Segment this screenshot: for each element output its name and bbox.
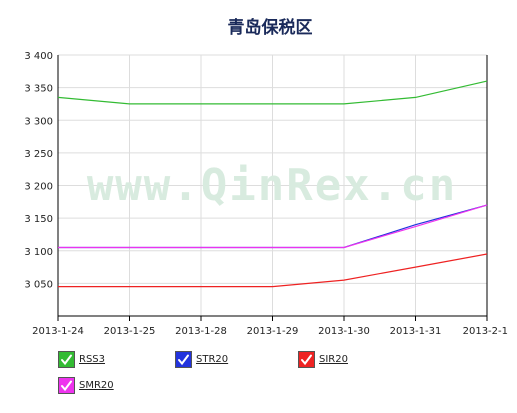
legend-label-sir20[interactable]: SIR20 — [319, 354, 348, 365]
legend-checkbox-sir20[interactable] — [298, 351, 315, 368]
legend-label-str20[interactable]: STR20 — [196, 354, 229, 365]
y-tick-label: 3 300 — [24, 116, 53, 127]
chart-axes — [57, 55, 488, 321]
check-icon — [178, 354, 189, 366]
x-tick-label: 2013-2-1 — [463, 326, 508, 337]
y-tick-label: 3 150 — [24, 214, 53, 225]
legend-item-smr20[interactable]: SMR20 — [58, 377, 114, 394]
y-tick-label: 3 100 — [24, 247, 53, 258]
legend-item-str20[interactable]: STR20 — [175, 351, 228, 368]
chart-grid — [58, 54, 487, 316]
x-tick-label: 2013-1-29 — [247, 326, 299, 337]
y-axis-ticks: 3 050 3 100 3 150 3 200 3 250 3 300 3 350 3 400 — [24, 51, 53, 290]
chart-title: 青岛保税区 — [228, 17, 313, 38]
series-line-sir20 — [58, 253, 488, 288]
legend-label-smr20[interactable]: SMR20 — [79, 380, 114, 391]
series-line-smr20 — [58, 204, 488, 249]
legend-item-sir20[interactable]: SIR20 — [298, 351, 348, 368]
x-tick-label: 2013-1-30 — [318, 326, 370, 337]
legend-item-rss3[interactable]: RSS3 — [58, 351, 105, 368]
y-tick-label: 3 200 — [24, 182, 53, 193]
x-tick-label: 2013-1-24 — [32, 326, 84, 337]
check-icon — [61, 380, 72, 392]
y-tick-label: 3 250 — [24, 149, 53, 160]
y-tick-label: 3 400 — [24, 51, 53, 62]
legend-checkbox-rss3[interactable] — [58, 351, 75, 368]
check-icon — [301, 354, 312, 366]
check-icon — [61, 354, 72, 366]
y-tick-label: 3 350 — [24, 84, 53, 95]
legend-checkbox-str20[interactable] — [175, 351, 192, 368]
legend-label-rss3[interactable]: RSS3 — [79, 354, 106, 365]
watermark-text: www.QinRex.cn — [87, 160, 457, 211]
x-tick-label: 2013-1-25 — [104, 326, 156, 337]
series-line-rss3 — [57, 80, 488, 105]
x-tick-label: 2013-1-31 — [390, 326, 442, 337]
x-axis-ticks: 2013-1-24 2013-1-25 2013-1-28 2013-1-29 2013… — [32, 326, 508, 337]
series-lines — [57, 80, 488, 288]
x-tick-label: 2013-1-28 — [175, 326, 227, 337]
legend-checkbox-smr20[interactable] — [58, 377, 75, 394]
y-tick-label: 3 050 — [24, 279, 53, 290]
